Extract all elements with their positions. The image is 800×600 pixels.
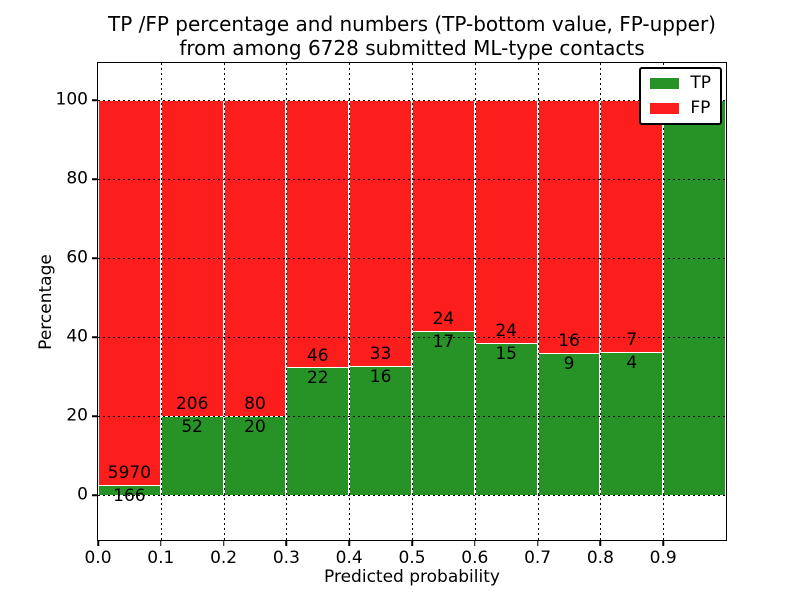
fp-count-label: 24 <box>495 321 518 342</box>
bar-segment-tp <box>474 343 538 496</box>
y-tick <box>92 415 98 418</box>
legend: TP FP <box>639 67 722 125</box>
x-tick-label: 0.6 <box>461 548 489 568</box>
fp-count-label: 5970 <box>107 462 152 483</box>
tick-layer: 0 20 40 60 80 100 0.0 0.1 0.2 0.3 0.4 0.5 0.6 0.7 0.8 0… <box>56 63 726 566</box>
tp-swatch-icon <box>650 78 680 89</box>
y-tick <box>92 99 98 101</box>
y-tick-label: 0 <box>77 484 88 505</box>
v-gridline <box>412 63 413 540</box>
x-tick <box>536 540 539 546</box>
x-tick <box>222 540 225 546</box>
x-tick <box>599 540 602 546</box>
bar-segment-tp <box>412 331 475 496</box>
x-tick-label: 0.4 <box>335 548 363 568</box>
tp-count-label: 22 <box>306 368 329 389</box>
grid-layer <box>98 63 726 540</box>
y-tick <box>92 178 98 180</box>
legend-item-fp: FP <box>650 100 711 117</box>
bar-segment-tp <box>663 100 726 496</box>
bars-layer <box>98 63 726 540</box>
fp-count-label: 206 <box>175 393 209 414</box>
x-tick <box>285 540 288 546</box>
x-tick <box>348 540 350 546</box>
bar-segment-fp <box>474 100 538 344</box>
y-tick-label: 100 <box>55 89 88 110</box>
bar-segment-tp <box>286 367 350 496</box>
v-gridline <box>600 63 602 540</box>
y-tick-label: 40 <box>66 326 88 347</box>
tp-count-label: 16 <box>369 367 392 388</box>
bar-segment-tp <box>98 484 161 496</box>
bar-segment-tp <box>349 366 412 496</box>
y-axis-label: Percentage <box>36 254 56 350</box>
bar-segment-tp <box>600 351 664 496</box>
fp-count-label: 24 <box>432 309 455 330</box>
fp-count-label: 16 <box>558 331 580 352</box>
x-tick-label: 0.9 <box>649 548 677 568</box>
tp-count-label: 166 <box>113 485 146 506</box>
v-gridline <box>160 63 162 540</box>
x-tick-label: 0.3 <box>272 548 300 568</box>
bar-segment-tp <box>160 415 224 496</box>
bar-segment-fp <box>98 100 161 485</box>
fp-count-label: 80 <box>244 394 266 415</box>
x-axis-label: Predicted probability <box>324 567 500 587</box>
tp-count-label: 9 <box>563 354 575 375</box>
tp-count-label: 20 <box>244 417 266 438</box>
x-tick-label: 0.0 <box>84 548 112 568</box>
y-tick <box>92 494 98 497</box>
x-tick-label: 0.7 <box>524 548 552 568</box>
tp-count-label: 17 <box>432 332 455 353</box>
fp-count-label: 46 <box>306 345 329 366</box>
v-gridline <box>286 63 288 540</box>
x-tick <box>160 540 162 546</box>
x-tick-label: 0.1 <box>147 548 175 568</box>
chart-title-line2: from among 6728 submitted ML-type contac… <box>179 36 645 60</box>
y-tick <box>92 257 98 259</box>
x-tick-label: 0.8 <box>586 548 614 568</box>
bar-segment-fp <box>286 100 350 368</box>
y-tick-label: 20 <box>66 405 88 426</box>
y-tick <box>92 336 98 338</box>
x-tick <box>411 540 413 546</box>
bar-segment-fp <box>600 100 664 352</box>
tp-count-label: 4 <box>626 352 638 373</box>
fp-count-label: 33 <box>369 344 392 365</box>
legend-label-tp: TP <box>690 73 711 93</box>
tp-count-label: 15 <box>495 344 518 365</box>
x-tick <box>474 540 476 546</box>
plot-area: 59701662065280204622331624172415169741 0… <box>56 62 727 567</box>
y-tick-label: 60 <box>66 247 88 268</box>
fp-swatch-icon <box>650 103 680 114</box>
tp-count-label: 52 <box>181 416 204 437</box>
y-tick-label: 80 <box>66 168 88 189</box>
chart-title: TP /FP percentage and numbers (TP-bottom… <box>97 12 727 60</box>
v-gridline <box>349 63 351 540</box>
x-tick <box>662 540 664 546</box>
v-gridline <box>537 63 539 540</box>
fp-count-label: 7 <box>626 329 638 350</box>
v-gridline <box>663 63 665 540</box>
x-tick-label: 0.5 <box>398 548 426 568</box>
bar-segment-tp <box>537 353 601 496</box>
x-tick <box>97 540 99 546</box>
legend-label-fp: FP <box>690 98 711 118</box>
v-gridline <box>474 63 476 540</box>
x-tick-label: 0.2 <box>210 548 238 568</box>
chart-title-line1: TP /FP percentage and numbers (TP-bottom… <box>108 12 716 36</box>
v-gridline <box>223 63 225 540</box>
legend-item-tp: TP <box>650 75 711 92</box>
